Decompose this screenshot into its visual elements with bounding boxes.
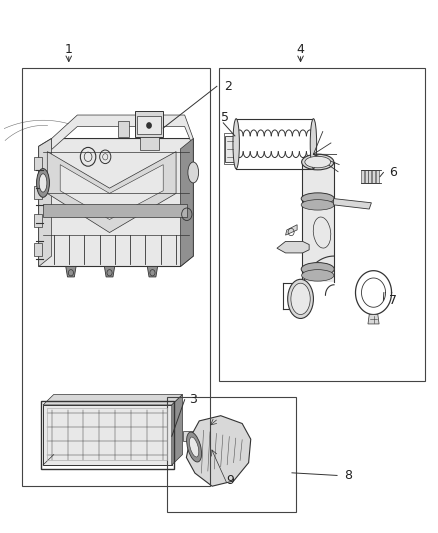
Text: 7: 7: [389, 294, 397, 307]
Ellipse shape: [310, 119, 317, 169]
Circle shape: [147, 123, 151, 128]
Polygon shape: [183, 431, 198, 441]
Polygon shape: [43, 394, 183, 405]
Ellipse shape: [302, 154, 334, 170]
Polygon shape: [66, 266, 76, 277]
Bar: [21, 68, 210, 486]
Bar: [118, 122, 129, 137]
Bar: [47, 408, 167, 460]
Bar: [35, 243, 42, 256]
Bar: [43, 405, 172, 465]
Text: 3: 3: [189, 393, 197, 406]
Ellipse shape: [36, 168, 49, 197]
Polygon shape: [334, 199, 371, 209]
Ellipse shape: [302, 270, 334, 281]
Polygon shape: [104, 266, 115, 277]
Bar: [224, 133, 237, 164]
Polygon shape: [172, 394, 183, 465]
Bar: [138, 116, 161, 134]
Ellipse shape: [288, 279, 314, 319]
Bar: [35, 185, 42, 199]
Ellipse shape: [233, 119, 240, 169]
Bar: [364, 170, 367, 183]
Ellipse shape: [301, 200, 334, 210]
Polygon shape: [47, 151, 176, 232]
Text: 1: 1: [65, 43, 73, 56]
Polygon shape: [39, 139, 52, 266]
Bar: [35, 157, 42, 170]
Ellipse shape: [187, 432, 201, 462]
Polygon shape: [187, 416, 251, 486]
Bar: [372, 170, 375, 183]
Bar: [368, 170, 371, 183]
Polygon shape: [39, 139, 193, 266]
Text: 8: 8: [344, 469, 352, 482]
Polygon shape: [43, 204, 187, 217]
Bar: [226, 136, 235, 162]
Ellipse shape: [188, 162, 198, 183]
Bar: [219, 68, 425, 382]
Bar: [167, 397, 296, 512]
Bar: [376, 170, 379, 183]
Text: 5: 5: [222, 111, 230, 124]
Polygon shape: [286, 225, 297, 235]
Bar: [302, 162, 334, 282]
Polygon shape: [277, 241, 309, 253]
Ellipse shape: [291, 283, 310, 314]
Polygon shape: [368, 314, 379, 324]
Ellipse shape: [301, 193, 334, 204]
Ellipse shape: [301, 263, 334, 276]
Ellipse shape: [305, 156, 331, 168]
Text: 6: 6: [389, 166, 397, 179]
Text: 4: 4: [297, 43, 304, 56]
Bar: [360, 170, 364, 183]
Polygon shape: [180, 139, 193, 266]
Ellipse shape: [190, 437, 199, 457]
Text: 2: 2: [224, 80, 232, 93]
Bar: [135, 111, 163, 137]
Bar: [140, 137, 159, 150]
Polygon shape: [60, 165, 163, 220]
Polygon shape: [52, 115, 193, 149]
Polygon shape: [147, 266, 158, 277]
Bar: [35, 214, 42, 228]
Text: 9: 9: [226, 474, 233, 487]
Ellipse shape: [39, 174, 47, 192]
